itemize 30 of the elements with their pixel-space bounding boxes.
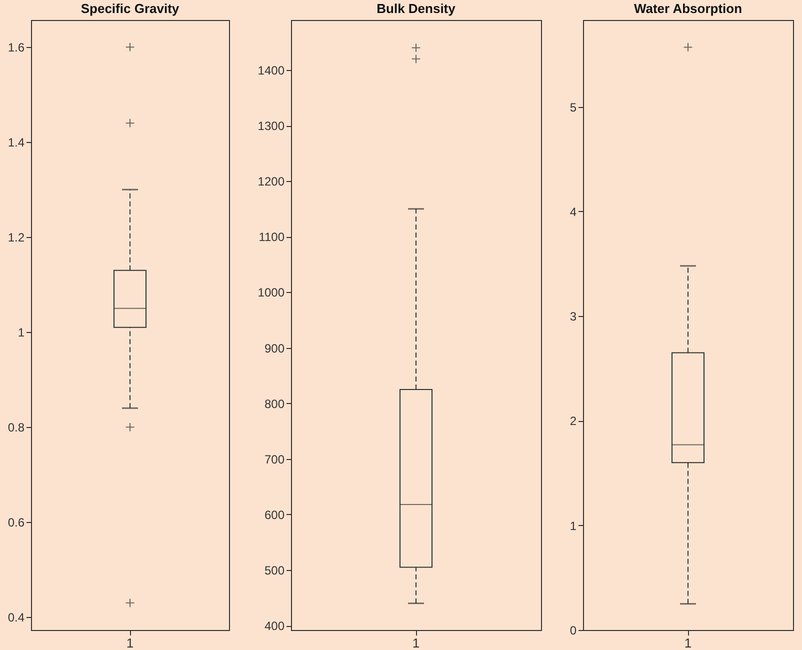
y-tick-label: 1 [18,326,25,340]
y-tick-label: 1200 [258,174,285,189]
y-tick-label: 1100 [258,230,285,244]
y-tick-label: 2 [570,414,577,428]
y-tick-label: 400 [264,619,285,634]
x-tick-label: 1 [684,636,692,650]
y-tick-label: 1 [570,518,577,533]
y-tick-label: 5 [570,100,577,114]
y-tick-label: 1400 [258,64,285,78]
x-tick-label: 1 [126,636,134,650]
y-tick-label: 0.6 [8,516,25,530]
y-tick-label: 800 [264,396,285,411]
y-tick-label: 0.4 [8,610,25,625]
y-tick-label: 1.6 [8,40,25,55]
chart-title: Bulk Density [376,1,456,16]
x-tick-label: 1 [412,636,420,650]
chart-title: Specific Gravity [80,1,180,16]
y-tick-label: 700 [264,452,285,466]
y-tick-label: 4 [570,204,577,219]
y-tick-label: 1000 [258,286,285,300]
chart-title: Water Absorption [634,1,742,16]
y-tick-label: 1.2 [8,230,25,245]
y-tick-label: 3 [570,310,577,324]
y-tick-label: 900 [264,341,285,356]
y-tick-label: 1.4 [8,136,25,150]
y-tick-label: 500 [264,564,285,578]
y-tick-label: 600 [264,508,285,522]
y-tick-label: 0 [570,624,577,638]
y-tick-label: 1300 [258,119,285,134]
y-tick-label: 0.8 [8,420,25,435]
